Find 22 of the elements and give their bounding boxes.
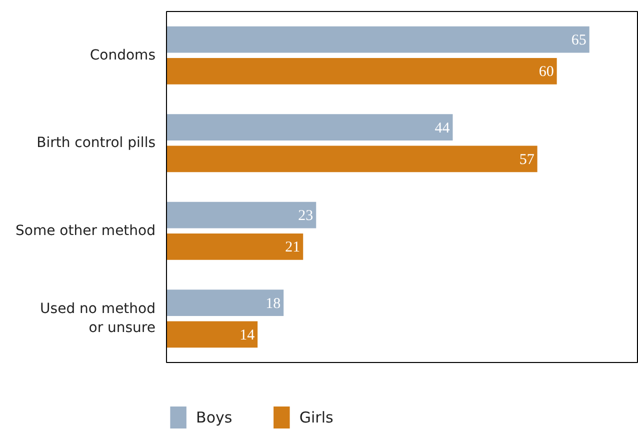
y-tick-label: Condoms bbox=[90, 47, 156, 64]
bar bbox=[166, 146, 538, 172]
y-tick-label: Some other method bbox=[16, 222, 156, 239]
data-label: 14 bbox=[240, 327, 256, 344]
bar bbox=[166, 58, 557, 84]
data-label: 57 bbox=[519, 152, 535, 168]
bar bbox=[166, 234, 304, 260]
bar bbox=[166, 321, 258, 348]
data-label: 21 bbox=[285, 240, 300, 256]
bar bbox=[166, 290, 284, 316]
data-label: 65 bbox=[571, 32, 586, 49]
bar bbox=[166, 114, 453, 140]
bar bbox=[166, 26, 590, 53]
data-label: 23 bbox=[298, 208, 314, 224]
data-label: 44 bbox=[434, 120, 450, 136]
bar bbox=[166, 202, 316, 228]
y-tick-label: Birth control pills bbox=[36, 135, 156, 152]
y-tick-label: Used no method or unsure bbox=[40, 301, 156, 336]
legend-label: Girls bbox=[299, 408, 334, 426]
data-label: 18 bbox=[266, 296, 281, 312]
legend-label: Boys bbox=[196, 408, 232, 426]
data-label: 60 bbox=[538, 64, 554, 80]
